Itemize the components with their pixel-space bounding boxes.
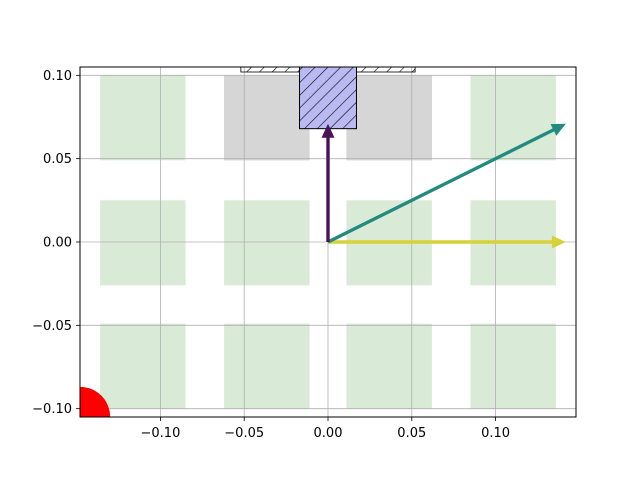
gray-cell bbox=[346, 75, 432, 161]
y-tick-label: 0.10 bbox=[43, 69, 72, 84]
x-tick-label: −0.05 bbox=[224, 426, 264, 441]
green-cell bbox=[224, 200, 310, 286]
y-tick-label: 0.00 bbox=[43, 236, 72, 251]
arrows bbox=[321, 123, 566, 249]
green-cell bbox=[100, 323, 186, 409]
green-cell bbox=[470, 75, 556, 161]
gray-cell bbox=[224, 75, 310, 161]
x-tick-label: 0.00 bbox=[314, 426, 343, 441]
green-cell bbox=[346, 323, 432, 409]
green-cell bbox=[470, 323, 556, 409]
x-tick-label: −0.10 bbox=[141, 426, 181, 441]
x-tick-label: 0.05 bbox=[397, 426, 426, 441]
green-cell bbox=[224, 323, 310, 409]
hatched-box bbox=[299, 67, 357, 130]
y-tick-label: 0.05 bbox=[43, 152, 72, 167]
x-tick-label: 0.10 bbox=[481, 426, 510, 441]
quiver-arrow bbox=[328, 235, 566, 249]
y-tick-label: −0.05 bbox=[32, 319, 72, 334]
y-axis: −0.10 −0.05 0.00 0.05 0.10 bbox=[32, 69, 80, 417]
x-axis: −0.10 −0.05 0.00 0.05 0.10 bbox=[141, 417, 510, 441]
quiver-arrow bbox=[321, 123, 335, 242]
green-cell bbox=[100, 75, 186, 161]
quiver-arrow bbox=[327, 123, 566, 244]
red-circle bbox=[80, 386, 111, 417]
green-cell bbox=[100, 200, 186, 286]
y-tick-label: −0.10 bbox=[32, 402, 72, 417]
patches bbox=[80, 67, 416, 417]
